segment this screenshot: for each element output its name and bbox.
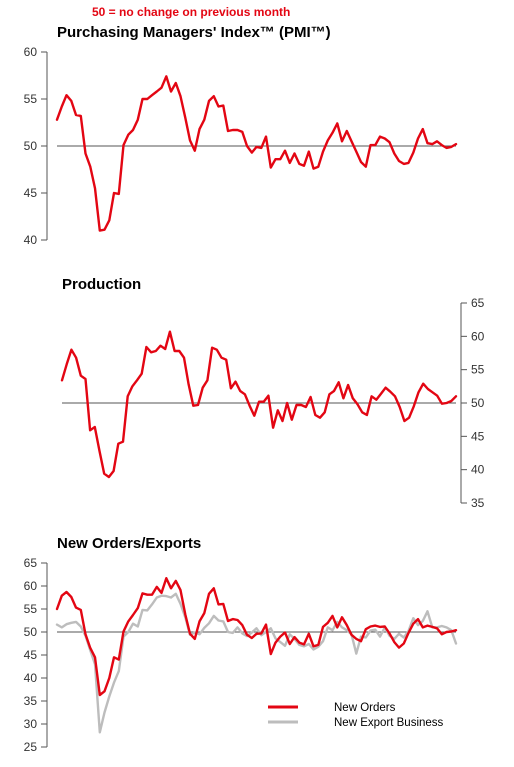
- legend: New Orders New Export Business: [268, 702, 444, 729]
- chart-pmi: Purchasing Managers' Index™ (PMI™) 40 45 5…: [24, 24, 458, 247]
- y-tick-label: 55: [471, 363, 485, 377]
- note-text: 50 = no change on previous month: [92, 5, 290, 19]
- y-tick-label: 60: [471, 329, 485, 343]
- pmi-plot: 40 45 50 55 60: [24, 45, 458, 247]
- y-tick-label: 55: [24, 602, 38, 616]
- legend-label-new-orders: New Orders: [334, 702, 396, 714]
- production-plot: 35 40 45 50 55 60 65: [60, 296, 485, 510]
- series-line-index: [55, 75, 458, 232]
- y-tick-label: 65: [471, 296, 485, 310]
- y-tick-label: 50: [24, 625, 38, 639]
- y-tick-label: 35: [471, 496, 485, 510]
- y-tick-label: 45: [24, 648, 38, 662]
- y-tick-label: 30: [24, 717, 38, 731]
- y-tick-label: 50: [24, 139, 38, 153]
- production-chart-title: Production: [62, 276, 141, 293]
- y-tick-label: 35: [24, 694, 38, 708]
- y-tick-label: 65: [24, 556, 38, 570]
- orders-exports-plot: 25 30 35 40 45 50 55 60 65: [24, 556, 458, 754]
- chart-new-orders-exports: New Orders/Exports 25 30 35 40 45 50 55 60 65 Ne…: [24, 535, 458, 754]
- orders-exports-chart-title: New Orders/Exports: [57, 535, 201, 552]
- pmi-chart-title: Purchasing Managers' Index™ (PMI™): [57, 24, 331, 41]
- y-tick-label: 55: [24, 92, 38, 106]
- y-tick-label: 45: [471, 429, 485, 443]
- y-tick-label: 25: [24, 740, 38, 754]
- series-line-new-orders: [55, 577, 458, 697]
- y-tick-label: 40: [24, 671, 38, 685]
- series-line-new-export-business: [55, 592, 458, 734]
- y-tick-label: 60: [24, 579, 38, 593]
- y-tick-label: 40: [24, 233, 38, 247]
- y-tick-label: 50: [471, 396, 485, 410]
- y-tick-label: 60: [24, 45, 38, 59]
- chart-production: Production 35 40 45 50 55 60 65: [60, 276, 485, 510]
- y-tick-label: 45: [24, 186, 38, 200]
- y-tick-label: 40: [471, 463, 485, 477]
- series-line-index: [60, 330, 458, 479]
- legend-label-new-export-business: New Export Business: [334, 717, 444, 729]
